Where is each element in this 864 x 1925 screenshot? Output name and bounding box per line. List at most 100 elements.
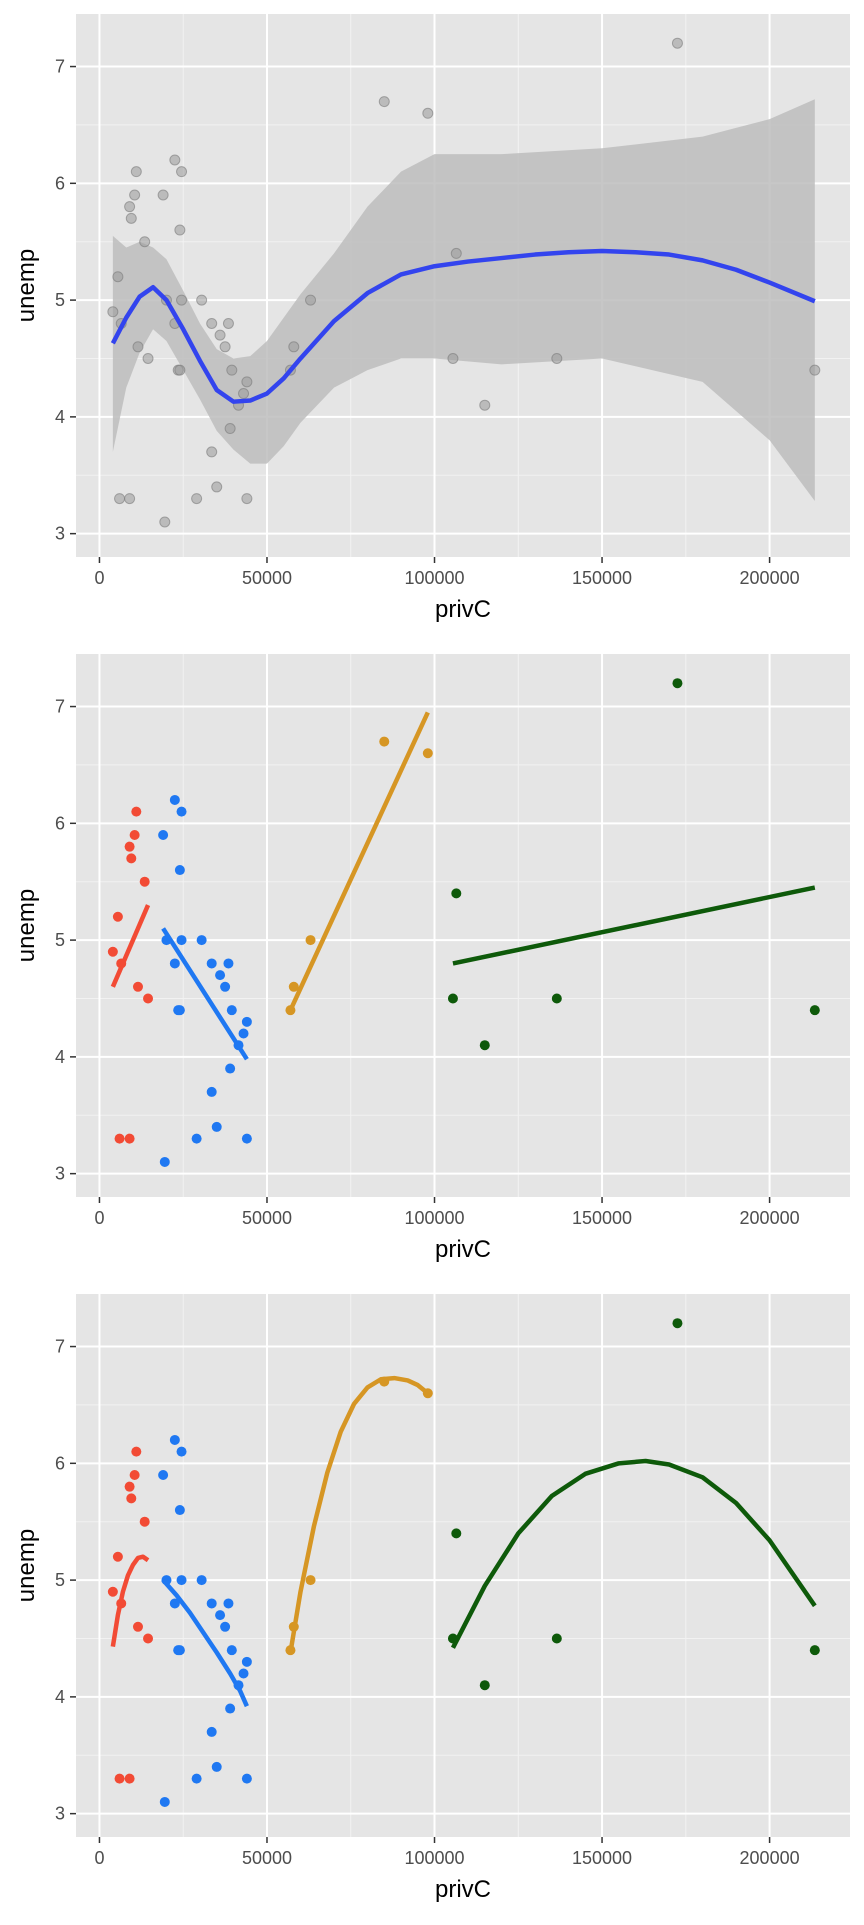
data-point (143, 993, 154, 1004)
fit-line (110, 904, 151, 988)
data-point (132, 981, 143, 992)
data-point (174, 224, 186, 236)
data-point (288, 981, 299, 992)
y-tick-label: 5 (55, 1570, 65, 1590)
data-point (169, 1434, 180, 1445)
data-point (159, 1796, 170, 1807)
data-point (124, 1773, 135, 1784)
data-point (169, 154, 181, 166)
data-point (551, 993, 562, 1004)
data-point (142, 352, 154, 364)
data-point (191, 1133, 202, 1144)
data-point (551, 352, 563, 364)
data-point (215, 1610, 226, 1621)
y-tick-label: 6 (55, 173, 65, 193)
data-point (206, 317, 218, 329)
data-point (174, 865, 185, 876)
y-tick-label: 7 (55, 1337, 65, 1357)
data-point (305, 935, 316, 946)
data-point (241, 493, 253, 505)
data-point (139, 876, 150, 887)
data-point (226, 1645, 237, 1656)
data-point (447, 993, 458, 1004)
data-point (672, 678, 683, 689)
x-tick-label: 50000 (242, 1208, 292, 1228)
data-point (114, 1773, 125, 1784)
data-point (215, 970, 226, 981)
data-point (107, 1586, 118, 1597)
data-point (447, 352, 459, 364)
x-tick-label: 150000 (572, 1208, 632, 1228)
data-point (191, 493, 203, 505)
data-point (451, 888, 462, 899)
chart-panel-3: 0 50000 100000 150000 200000 3 4 5 6 7 privC unemp (0, 1280, 864, 1920)
data-point (124, 1133, 135, 1144)
data-point (220, 981, 231, 992)
data-point (174, 1005, 185, 1016)
data-point (157, 189, 169, 201)
data-point (159, 1156, 170, 1167)
plot-background (76, 654, 850, 1197)
data-point (671, 37, 683, 49)
data-point (672, 1318, 683, 1329)
data-point (176, 806, 187, 817)
data-point (132, 341, 144, 353)
data-point (129, 189, 141, 201)
data-point (107, 946, 118, 957)
data-point (139, 236, 151, 248)
data-point (158, 1470, 169, 1480)
plot-background (76, 1294, 850, 1837)
y-axis-title: unemp (13, 889, 40, 962)
loess-smooth-line (110, 248, 816, 404)
data-point (176, 935, 187, 946)
fit-line (452, 885, 816, 966)
y-axis-title: unemp (13, 1529, 40, 1602)
data-point (378, 96, 390, 108)
data-point (479, 1040, 490, 1051)
y-tick-label: 7 (55, 697, 65, 717)
data-point (211, 1121, 222, 1132)
data-point (551, 1633, 562, 1644)
data-point (125, 212, 137, 224)
chart-panel-2: 0 50000 100000 150000 200000 3 4 5 6 7 privC unemp (0, 640, 864, 1280)
data-point (131, 806, 142, 817)
fit-line (450, 1458, 817, 1649)
linear-fit-by-group-chart: 0 50000 100000 150000 200000 3 4 5 6 7 privC unemp (13, 654, 850, 1263)
data-point (214, 329, 226, 341)
data-point (809, 1005, 820, 1016)
y-tick-label: 4 (55, 407, 65, 427)
fit-line (288, 711, 430, 1012)
x-tick-label: 150000 (572, 568, 632, 588)
x-tick-label: 0 (94, 1848, 104, 1868)
x-tick-label: 0 (94, 568, 104, 588)
x-tick-label: 200000 (740, 1848, 800, 1868)
x-tick-label: 0 (94, 1208, 104, 1228)
y-tick-label: 3 (55, 524, 65, 544)
data-point (241, 1133, 252, 1144)
data-point (223, 1598, 234, 1609)
data-point (241, 1016, 252, 1027)
data-point (238, 388, 250, 400)
fit-line (288, 1375, 430, 1653)
data-point (174, 1645, 185, 1656)
data-point (206, 1086, 217, 1097)
y-tick-label: 3 (55, 1164, 65, 1184)
data-point (159, 516, 171, 528)
y-tick-label: 4 (55, 1047, 65, 1067)
data-point (130, 166, 142, 178)
data-point (191, 1773, 202, 1784)
x-tick-label: 200000 (740, 568, 800, 588)
x-tick-label: 50000 (242, 1848, 292, 1868)
data-point (223, 958, 234, 969)
chart-panel-1: 0 50000 100000 150000 200000 3 4 5 6 7 privC unemp (0, 0, 864, 640)
data-point (176, 1575, 187, 1586)
data-point (112, 1551, 123, 1562)
data-point (158, 830, 169, 840)
y-tick-label: 5 (55, 290, 65, 310)
data-point (379, 736, 390, 747)
fit-line (161, 927, 249, 1061)
data-point (809, 1645, 820, 1656)
data-point (174, 1505, 185, 1516)
data-point (241, 1656, 252, 1667)
data-point (196, 1575, 207, 1586)
